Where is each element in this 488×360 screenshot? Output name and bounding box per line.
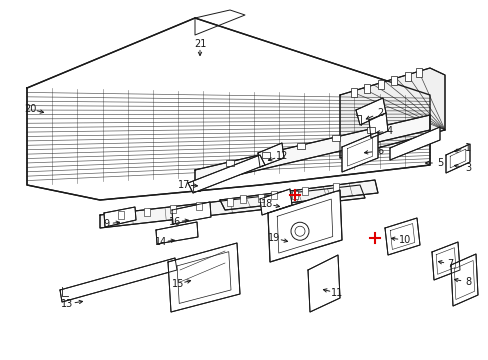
Text: 2: 2 <box>376 108 382 118</box>
Polygon shape <box>339 68 444 158</box>
Text: 20: 20 <box>24 104 36 114</box>
Bar <box>377 80 383 89</box>
Text: 1: 1 <box>464 143 470 153</box>
Bar <box>296 143 304 149</box>
Text: 17: 17 <box>178 180 190 190</box>
Bar <box>302 187 307 195</box>
Bar <box>258 194 264 202</box>
Bar <box>366 127 374 133</box>
Polygon shape <box>60 258 177 302</box>
Text: 14: 14 <box>155 237 167 247</box>
Text: 11: 11 <box>330 288 343 298</box>
Polygon shape <box>355 98 385 125</box>
Bar <box>240 195 246 203</box>
Text: 19: 19 <box>267 233 280 243</box>
Polygon shape <box>368 113 387 138</box>
Text: 21: 21 <box>193 39 206 49</box>
Bar <box>118 211 123 219</box>
Polygon shape <box>307 255 339 312</box>
Bar <box>332 183 339 191</box>
Polygon shape <box>187 155 264 193</box>
Bar <box>291 190 297 198</box>
Bar <box>271 191 277 199</box>
Bar <box>331 135 339 141</box>
Bar <box>169 204 176 213</box>
Polygon shape <box>389 127 439 160</box>
Text: 7: 7 <box>446 259 452 269</box>
Polygon shape <box>445 144 469 173</box>
Text: 3: 3 <box>464 163 470 173</box>
Polygon shape <box>431 242 459 280</box>
Bar <box>390 76 396 85</box>
Polygon shape <box>27 18 429 200</box>
Bar <box>415 68 421 77</box>
Polygon shape <box>260 189 291 215</box>
Polygon shape <box>195 115 429 185</box>
Polygon shape <box>156 222 198 244</box>
Text: 15: 15 <box>171 279 184 289</box>
Polygon shape <box>450 254 477 306</box>
Polygon shape <box>104 207 136 227</box>
Bar <box>363 84 369 93</box>
Text: 5: 5 <box>436 158 442 168</box>
Text: 16: 16 <box>168 217 181 227</box>
Polygon shape <box>172 202 210 224</box>
Bar <box>143 208 149 216</box>
Text: 10: 10 <box>398 235 410 245</box>
Text: 4: 4 <box>386 126 392 136</box>
Polygon shape <box>168 243 240 312</box>
Bar <box>350 88 356 97</box>
Bar <box>195 202 202 210</box>
Polygon shape <box>267 190 341 262</box>
Text: 13: 13 <box>61 299 73 309</box>
Polygon shape <box>220 180 377 210</box>
Polygon shape <box>258 143 284 167</box>
Text: 12: 12 <box>275 151 287 161</box>
Text: 9: 9 <box>103 219 109 229</box>
Polygon shape <box>384 218 419 255</box>
Bar <box>261 152 269 158</box>
Bar <box>226 198 232 206</box>
Bar <box>226 160 234 166</box>
Text: 6: 6 <box>376 146 382 156</box>
Text: 8: 8 <box>464 277 470 287</box>
Polygon shape <box>100 185 364 228</box>
Text: 18: 18 <box>260 199 273 209</box>
Bar <box>404 72 409 81</box>
Polygon shape <box>341 132 377 172</box>
